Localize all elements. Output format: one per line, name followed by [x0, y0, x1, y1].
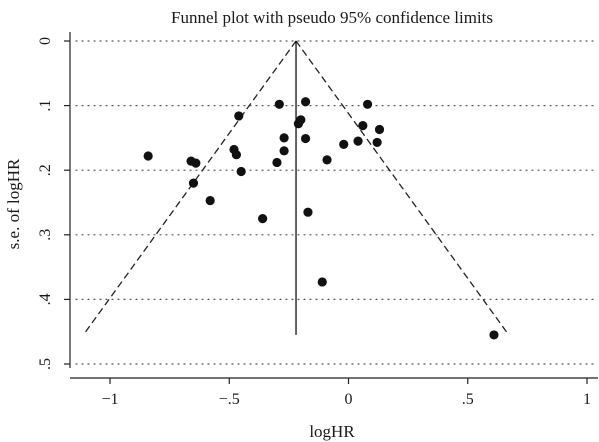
- x-tick-label-3: .5: [462, 391, 474, 408]
- x-tick-label-2: 0: [345, 391, 353, 408]
- y-tick-label-1: .1: [37, 100, 54, 112]
- chart-title: Funnel plot with pseudo 95% confidence l…: [171, 8, 493, 27]
- y-axis-ticks: 0 .1 .2 .3 .4 .5: [37, 37, 70, 370]
- data-point-2: [191, 158, 201, 168]
- y-tick-label-2: .2: [37, 164, 54, 176]
- data-point-20: [322, 155, 332, 165]
- data-point-19: [317, 277, 327, 287]
- data-point-21: [339, 139, 349, 149]
- data-point-6: [231, 150, 242, 160]
- data-point-8: [236, 166, 246, 177]
- data-point-13: [279, 146, 289, 156]
- pseudo-confidence-limits: [82, 40, 510, 336]
- data-point-17: [300, 133, 311, 144]
- data-point-3: [188, 178, 199, 188]
- data-point-11: [274, 99, 284, 109]
- axes: [69, 32, 598, 379]
- data-point-25: [372, 137, 382, 148]
- data-point-9: [258, 214, 268, 224]
- data-point-16: [300, 97, 311, 107]
- data-point-24: [362, 99, 373, 109]
- gridlines: [75, 40, 598, 365]
- data-point-4: [205, 195, 215, 206]
- data-point-7: [234, 111, 244, 121]
- data-point-12: [279, 133, 289, 143]
- y-tick-label-5: .5: [37, 358, 54, 370]
- x-tick-label-0: −1: [101, 391, 118, 408]
- x-tick-label-4: 1: [583, 391, 591, 408]
- data-point-23: [358, 121, 368, 131]
- data-point-26: [374, 124, 385, 135]
- x-axis-label: logHR: [309, 422, 355, 441]
- data-point-0: [143, 151, 153, 161]
- data-point-15: [296, 115, 306, 125]
- y-tick-label-3: .3: [37, 229, 54, 241]
- data-point-18: [303, 207, 313, 217]
- ci-upper-line: [295, 40, 510, 336]
- x-tick-label-1: −.5: [219, 391, 240, 408]
- ci-lower-line: [82, 40, 297, 336]
- data-point-22: [353, 136, 363, 146]
- y-tick-label-4: .4: [37, 293, 54, 305]
- data-point-10: [272, 157, 282, 168]
- y-axis-label: s.e. of logHR: [4, 158, 23, 249]
- data-points: [143, 97, 499, 340]
- x-axis-ticks: −1 −.5 0 .5 1: [101, 378, 591, 408]
- y-tick-label-0: 0: [37, 37, 54, 45]
- data-point-27: [489, 330, 499, 340]
